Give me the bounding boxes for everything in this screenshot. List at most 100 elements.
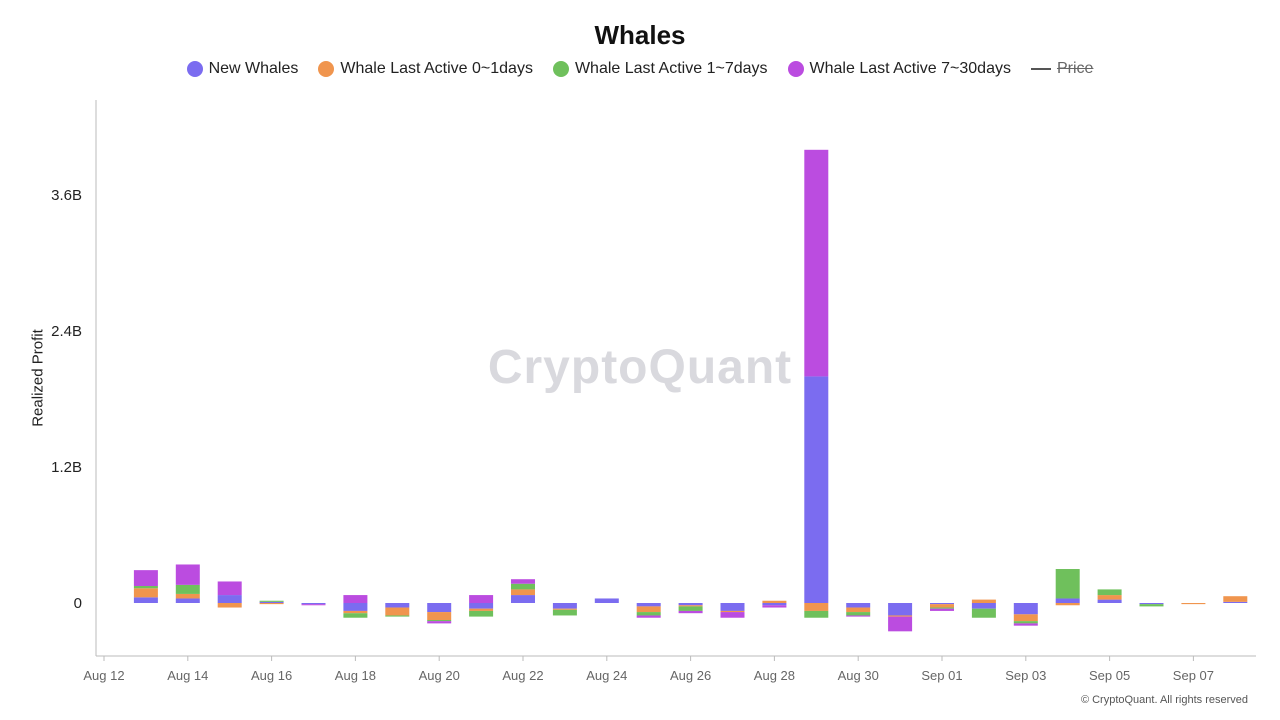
chart-legend: New Whales Whale Last Active 0~1days Wha… (0, 60, 1280, 78)
bar-new-whales-aug-18 (343, 603, 368, 611)
bar-new-whales-aug-22 (511, 595, 535, 603)
bar-whale-last-active-1-7days-aug-25 (636, 612, 661, 616)
bar-whale-last-active-1-7days-aug-21 (469, 610, 494, 617)
legend-label-whale-7-30days: Whale Last Active 7~30days (809, 60, 1011, 77)
x-tick-label: Aug 30 (838, 668, 879, 683)
bar-whale-last-active-0-1days-sep-04 (1055, 603, 1080, 606)
legend-swatch-price (1030, 68, 1051, 70)
bar-whale-last-active-1-7days-aug-16 (259, 600, 284, 602)
bar-whale-last-active-1-7days-aug-26 (678, 606, 703, 611)
bar-new-whales-aug-24 (594, 598, 619, 603)
bar-whale-last-active-0-1days-aug-30 (846, 607, 871, 613)
bar-whale-last-active-0-1days-sep-02 (971, 599, 996, 603)
x-tick-label: Aug 26 (670, 668, 711, 683)
bar-whale-last-active-0-1days-aug-20 (427, 612, 452, 620)
y-tick-label: 2.4B (51, 323, 82, 340)
x-tick-label: Aug 24 (586, 668, 627, 683)
bar-new-whales-aug-21 (469, 603, 494, 609)
chart-title: Whales (594, 20, 686, 50)
bar-whale-last-active-1-7days-aug-22 (511, 583, 535, 590)
bar-whale-last-active-7-30days-aug-29 (804, 149, 829, 377)
x-tick-label: Aug 28 (754, 668, 795, 683)
bar-new-whales-sep-02 (971, 603, 996, 609)
bar-whale-last-active-0-1days-aug-29 (804, 603, 829, 611)
legend-item-whale-7-30days[interactable]: Whale Last Active 7~30days (787, 60, 1011, 78)
bar-whale-last-active-1-7days-sep-03 (1013, 621, 1038, 624)
legend-item-whale-0-1days[interactable]: Whale Last Active 0~1days (318, 60, 533, 78)
legend-label-price: Price (1056, 60, 1094, 77)
bar-whale-last-active-7-30days-aug-27 (720, 612, 745, 618)
legend-label-new-whales: New Whales (208, 60, 299, 77)
legend-label-whale-0-1days: Whale Last Active 0~1days (340, 60, 533, 77)
bar-whale-last-active-0-1days-aug-13 (133, 588, 158, 598)
bar-whale-last-active-0-1days-aug-21 (469, 608, 494, 611)
legend-item-price[interactable]: Price (1030, 60, 1094, 78)
bar-whale-last-active-7-30days-aug-14 (175, 564, 200, 585)
x-tick-label: Aug 12 (83, 668, 124, 683)
bar-whale-last-active-0-1days-aug-14 (175, 593, 200, 599)
bar-whale-last-active-0-1days-sep-07 (1181, 603, 1206, 605)
bar-whale-last-active-0-1days-aug-15 (217, 603, 242, 608)
bar-whale-last-active-7-30days-aug-15 (217, 581, 242, 596)
bar-new-whales-sep-04 (1055, 598, 1080, 603)
bar-whale-last-active-7-30days-sep-03 (1013, 623, 1038, 626)
bar-whale-last-active-1-7days-sep-06 (1139, 604, 1164, 607)
bar-new-whales-aug-14 (175, 598, 200, 603)
x-tick-label: Sep 03 (1005, 668, 1046, 683)
bar-whale-last-active-7-30days-aug-30 (846, 615, 871, 617)
bar-whale-last-active-7-30days-aug-21 (469, 595, 494, 603)
bar-whale-last-active-7-30days-aug-26 (678, 610, 703, 614)
copyright-footer: © CryptoQuant. All rights reserved (1080, 694, 1248, 706)
bar-whale-last-active-1-7days-aug-19 (385, 615, 410, 617)
bar-whale-last-active-0-1days-sep-08 (1223, 596, 1248, 602)
bar-new-whales-aug-15 (217, 595, 242, 603)
bar-whale-last-active-1-7days-sep-05 (1097, 589, 1122, 596)
x-tick-label: Sep 07 (1173, 668, 1214, 683)
bar-new-whales-aug-29 (804, 376, 829, 603)
bar-whale-last-active-1-7days-aug-29 (804, 610, 829, 618)
bar-whale-last-active-7-30days-aug-31 (888, 616, 913, 632)
bar-whale-last-active-7-30days-aug-13 (133, 570, 158, 587)
bar-new-whales-aug-13 (133, 597, 158, 603)
x-tick-label: Sep 05 (1089, 668, 1130, 683)
bar-new-whales-sep-06 (1139, 603, 1164, 605)
bar-whale-last-active-1-7days-aug-30 (846, 612, 871, 616)
bar-whale-last-active-0-1days-aug-26 (678, 605, 703, 607)
bar-whale-last-active-1-7days-aug-20 (427, 619, 452, 622)
y-tick-label: 0 (74, 595, 82, 612)
bar-whale-last-active-0-1days-aug-18 (343, 610, 368, 614)
bar-whale-last-active-1-7days-sep-01 (930, 607, 954, 609)
legend-item-new-whales[interactable]: New Whales (186, 60, 299, 78)
bar-new-whales-aug-20 (427, 603, 452, 613)
bar-new-whales-sep-01 (930, 603, 954, 605)
bar-new-whales-aug-27 (720, 603, 745, 611)
y-tick-label: 1.2B (51, 459, 82, 476)
legend-swatch-whale-7-30days (787, 61, 804, 77)
x-tick-label: Aug 16 (251, 668, 292, 683)
bar-whale-last-active-0-1days-aug-25 (636, 606, 661, 613)
bar-whale-last-active-0-1days-aug-31 (888, 615, 913, 617)
bar-whale-last-active-1-7days-sep-02 (971, 608, 996, 618)
bar-whale-last-active-0-1days-aug-27 (720, 610, 745, 613)
legend-swatch-new-whales (186, 61, 203, 77)
bar-new-whales-aug-26 (678, 603, 703, 606)
bar-new-whales-sep-08 (1223, 601, 1248, 603)
bar-new-whales-aug-28 (762, 603, 787, 606)
bar-whale-last-active-0-1days-sep-03 (1013, 614, 1038, 622)
bar-whale-last-active-7-30days-aug-17 (301, 604, 326, 606)
bar-whale-last-active-0-1days-sep-01 (930, 604, 954, 608)
bar-new-whales-sep-05 (1097, 599, 1122, 603)
bar-whale-last-active-7-30days-aug-22 (511, 579, 535, 584)
bar-whale-last-active-7-30days-aug-18 (343, 595, 368, 603)
bar-new-whales-aug-30 (846, 603, 871, 608)
bar-new-whales-sep-03 (1013, 603, 1038, 615)
bar-new-whales-aug-23 (552, 603, 577, 609)
x-tick-label: Aug 18 (335, 668, 376, 683)
bar-whale-last-active-1-7days-aug-13 (133, 586, 158, 589)
bar-new-whales-aug-25 (636, 603, 661, 607)
x-tick-label: Aug 20 (419, 668, 460, 683)
bar-whale-last-active-7-30days-sep-01 (930, 608, 954, 611)
bar-new-whales-aug-17 (301, 603, 326, 605)
bar-whale-last-active-1-7days-aug-23 (552, 609, 577, 616)
legend-item-whale-1-7days[interactable]: Whale Last Active 1~7days (552, 60, 768, 78)
